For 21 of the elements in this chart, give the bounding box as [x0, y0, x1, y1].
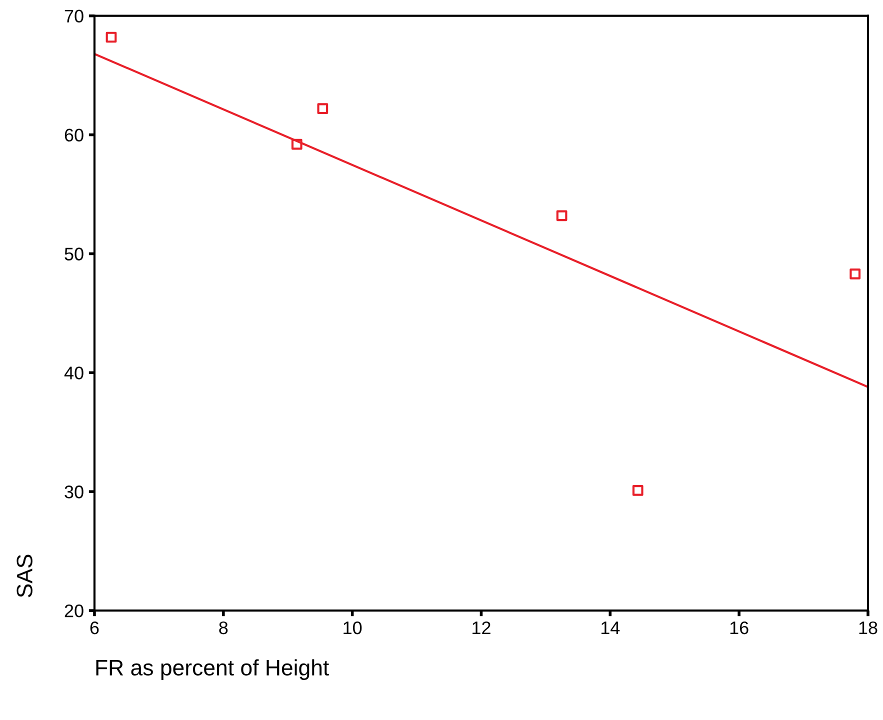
point [556, 210, 568, 222]
x-tick-label: 8 [219, 621, 228, 634]
x-tick-label: 12 [472, 621, 490, 634]
point [632, 484, 644, 496]
x-tick-label: 6 [90, 621, 99, 634]
y-tick-label: 30 [64, 486, 84, 498]
point [106, 32, 117, 43]
x-tick-label: 10 [344, 621, 362, 634]
x-tick-label: 14 [601, 622, 620, 634]
x-tick-label: 18 [859, 621, 878, 634]
y-tick-label: 40 [64, 366, 84, 380]
x-axis-title: FR as percent of Height [96, 659, 329, 680]
y-tick-label: 60 [64, 128, 84, 142]
y-tick-label: 50 [64, 248, 84, 260]
point [291, 138, 302, 150]
y-tick-label: 70 [64, 10, 84, 23]
y-tick-label: 20 [64, 604, 84, 618]
x-tick-label: 16 [730, 621, 748, 634]
point [850, 268, 861, 280]
point [317, 103, 328, 114]
y-axis-title: SAS [16, 554, 32, 598]
